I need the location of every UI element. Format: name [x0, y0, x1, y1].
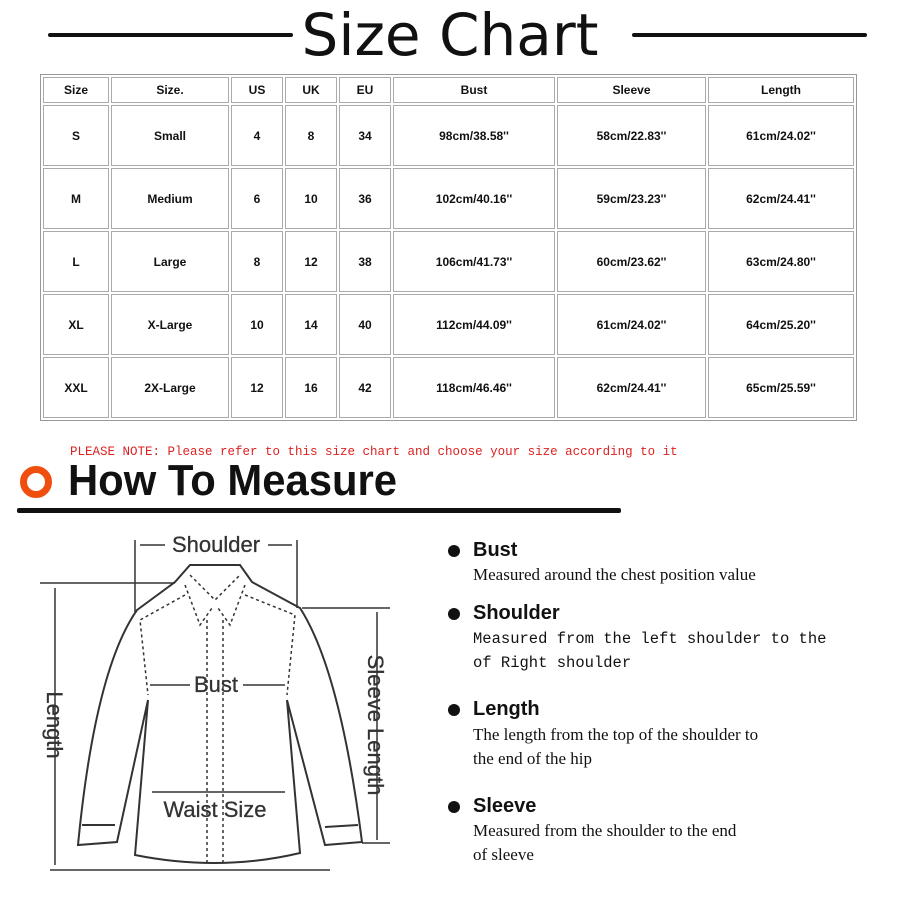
table-cell: XXL	[43, 357, 109, 418]
table-cell: 59cm/23.23''	[557, 168, 706, 229]
table-cell: Small	[111, 105, 229, 166]
header-cell: US	[231, 77, 283, 103]
table-row: XXL 2X-Large 12 16 42 118cm/46.46'' 62cm/24.41…	[43, 357, 854, 418]
table-cell: 12	[231, 357, 283, 418]
table-cell: 58cm/22.83''	[557, 105, 706, 166]
table-cell: 8	[231, 231, 283, 292]
desc-line: of Right shoulder	[473, 654, 632, 672]
diagram-labels: Shoulder Bust Waist Size Length Sleeve L…	[42, 532, 388, 822]
table-cell: L	[43, 231, 109, 292]
header-cell: Length	[708, 77, 854, 103]
shirt-outline	[76, 564, 364, 865]
table-cell: 62cm/24.41''	[708, 168, 854, 229]
table-cell: 102cm/40.16''	[393, 168, 555, 229]
waist-label: Waist Size	[163, 797, 266, 822]
table-cell: 106cm/41.73''	[393, 231, 555, 292]
circle-bullet-icon	[20, 466, 52, 498]
shirt-diagram: Shoulder Bust Waist Size Length Sleeve L…	[40, 532, 390, 871]
section-heading: How To Measure	[68, 456, 398, 505]
table-cell: 62cm/24.41''	[557, 357, 706, 418]
table-cell: S	[43, 105, 109, 166]
table-cell: Medium	[111, 168, 229, 229]
table-cell: 38	[339, 231, 391, 292]
sleeve-length-label: Sleeve Length	[363, 655, 388, 796]
bust-label: Bust	[194, 672, 238, 697]
shirt-seams	[139, 574, 296, 865]
table-cell: 98cm/38.58''	[393, 105, 555, 166]
measure-lines	[40, 540, 390, 871]
desc-line: of sleeve	[473, 845, 534, 864]
title-rule-left	[48, 33, 293, 37]
table-cell: 65cm/25.59''	[708, 357, 854, 418]
table-cell: 112cm/44.09''	[393, 294, 555, 355]
title-rule-right	[632, 33, 867, 37]
table-cell: 40	[339, 294, 391, 355]
desc-line: Measured around the chest position value	[473, 565, 756, 584]
desc-line: the end of the hip	[473, 749, 592, 768]
bullet-icon	[448, 704, 460, 716]
measure-heading: Length	[473, 698, 540, 720]
table-cell: 4	[231, 105, 283, 166]
table-cell: M	[43, 168, 109, 229]
table-cell: 64cm/25.20''	[708, 294, 854, 355]
header-cell: Sleeve	[557, 77, 706, 103]
measure-desc: Measured from the left shoulder to the of…	[473, 627, 833, 675]
measure-heading: Sleeve	[473, 795, 537, 817]
table-cell: X-Large	[111, 294, 229, 355]
table-cell: Large	[111, 231, 229, 292]
table-cell: 42	[339, 357, 391, 418]
cuff-lines	[82, 824, 359, 828]
page-title: Size Chart	[301, 1, 599, 69]
header-cell: Size	[43, 77, 109, 103]
size-table: Size Size. US UK EU Bust Sleeve Length S…	[40, 74, 857, 421]
table-row: M Medium 6 10 36 102cm/40.16'' 59cm/23.23'' 62c…	[43, 168, 854, 229]
table-cell: 16	[285, 357, 337, 418]
header-cell: Bust	[393, 77, 555, 103]
bullet-icon	[448, 608, 460, 620]
shoulder-label: Shoulder	[172, 532, 260, 557]
measure-desc: The length from the top of the shoulder …	[473, 723, 833, 771]
header-cell: UK	[285, 77, 337, 103]
length-label: Length	[42, 691, 67, 758]
table-cell: 8	[285, 105, 337, 166]
table-cell: 6	[231, 168, 283, 229]
table-cell: 118cm/46.46''	[393, 357, 555, 418]
measure-desc: Measured around the chest position value	[473, 563, 833, 587]
table-row: S Small 4 8 34 98cm/38.58'' 58cm/22.83'' 61cm/2…	[43, 105, 854, 166]
please-note: PLEASE NOTE: Please refer to this size c…	[70, 445, 678, 459]
table-cell: 36	[339, 168, 391, 229]
table-cell: 61cm/24.02''	[708, 105, 854, 166]
table-cell: 14	[285, 294, 337, 355]
table-cell: 34	[339, 105, 391, 166]
bullet-icon	[448, 545, 460, 557]
table-row: L Large 8 12 38 106cm/41.73'' 60cm/23.62'' 63cm…	[43, 231, 854, 292]
desc-line: Measured from the shoulder to the end	[473, 821, 737, 840]
measure-heading: Shoulder	[473, 602, 560, 624]
table-cell: 10	[231, 294, 283, 355]
bullet-icon	[448, 801, 460, 813]
section-rule	[17, 508, 621, 513]
desc-line: Measured from the left shoulder to the	[473, 630, 827, 648]
table-header-row: Size Size. US UK EU Bust Sleeve Length	[43, 77, 854, 103]
header-cell: Size.	[111, 77, 229, 103]
table-cell: 10	[285, 168, 337, 229]
measure-desc: Measured from the shoulder to the end of …	[473, 819, 833, 867]
table-cell: 63cm/24.80''	[708, 231, 854, 292]
table-cell: 12	[285, 231, 337, 292]
header-cell: EU	[339, 77, 391, 103]
table-cell: 60cm/23.62''	[557, 231, 706, 292]
table-cell: XL	[43, 294, 109, 355]
measure-heading: Bust	[473, 539, 518, 561]
desc-line: The length from the top of the shoulder …	[473, 725, 759, 744]
table-cell: 61cm/24.02''	[557, 294, 706, 355]
table-row: XL X-Large 10 14 40 112cm/44.09'' 61cm/24.02''…	[43, 294, 854, 355]
table-cell: 2X-Large	[111, 357, 229, 418]
